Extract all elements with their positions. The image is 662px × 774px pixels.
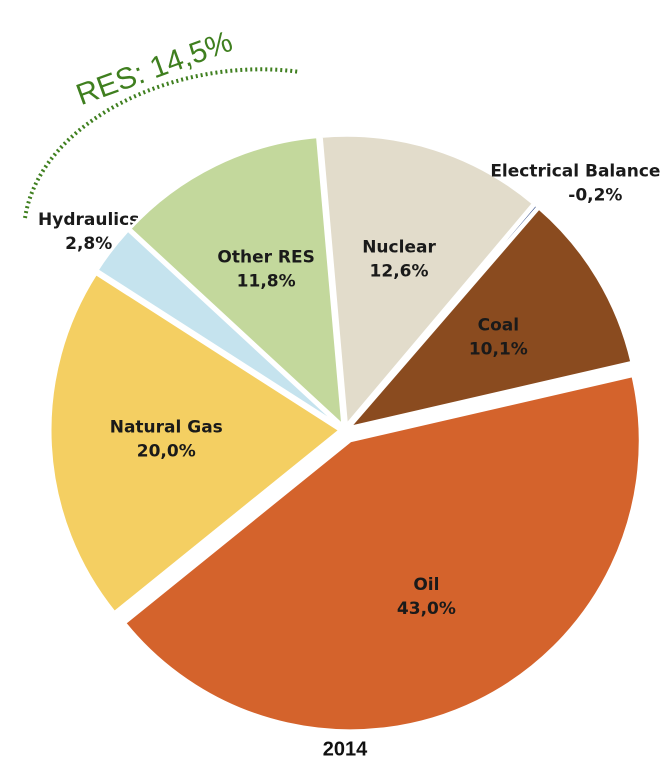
slice-value-label: 43,0% [397,599,456,619]
pie-slice [48,271,343,615]
slice-label: Nuclear [362,237,436,257]
pie-slice [94,228,343,429]
slice-label: Other RES [217,247,314,267]
slice-value-label: 20,0% [137,442,196,462]
slice-label: Oil [413,575,439,595]
slice-value-label: 2,8% [65,234,112,254]
slice-label: Electrical Balance [490,162,660,182]
pie-slice [347,202,541,428]
slice-label: Coal [478,316,519,336]
slice-value-label: 11,8% [237,271,296,291]
pie-slice [319,133,536,429]
pie-slice [122,373,642,733]
slice-value-label: -0,2% [568,186,622,206]
pie-slice [345,205,634,430]
pie-slice [127,134,345,430]
chart-title: 2014 [323,738,368,760]
res-bracket [23,67,301,219]
slice-value-label: 12,6% [370,261,429,281]
res-annotation: RES: 14,5% [72,25,237,112]
slice-value-label: 10,1% [469,340,528,360]
slice-label: Hydraulics [38,210,139,230]
slice-label: Natural Gas [110,418,223,438]
